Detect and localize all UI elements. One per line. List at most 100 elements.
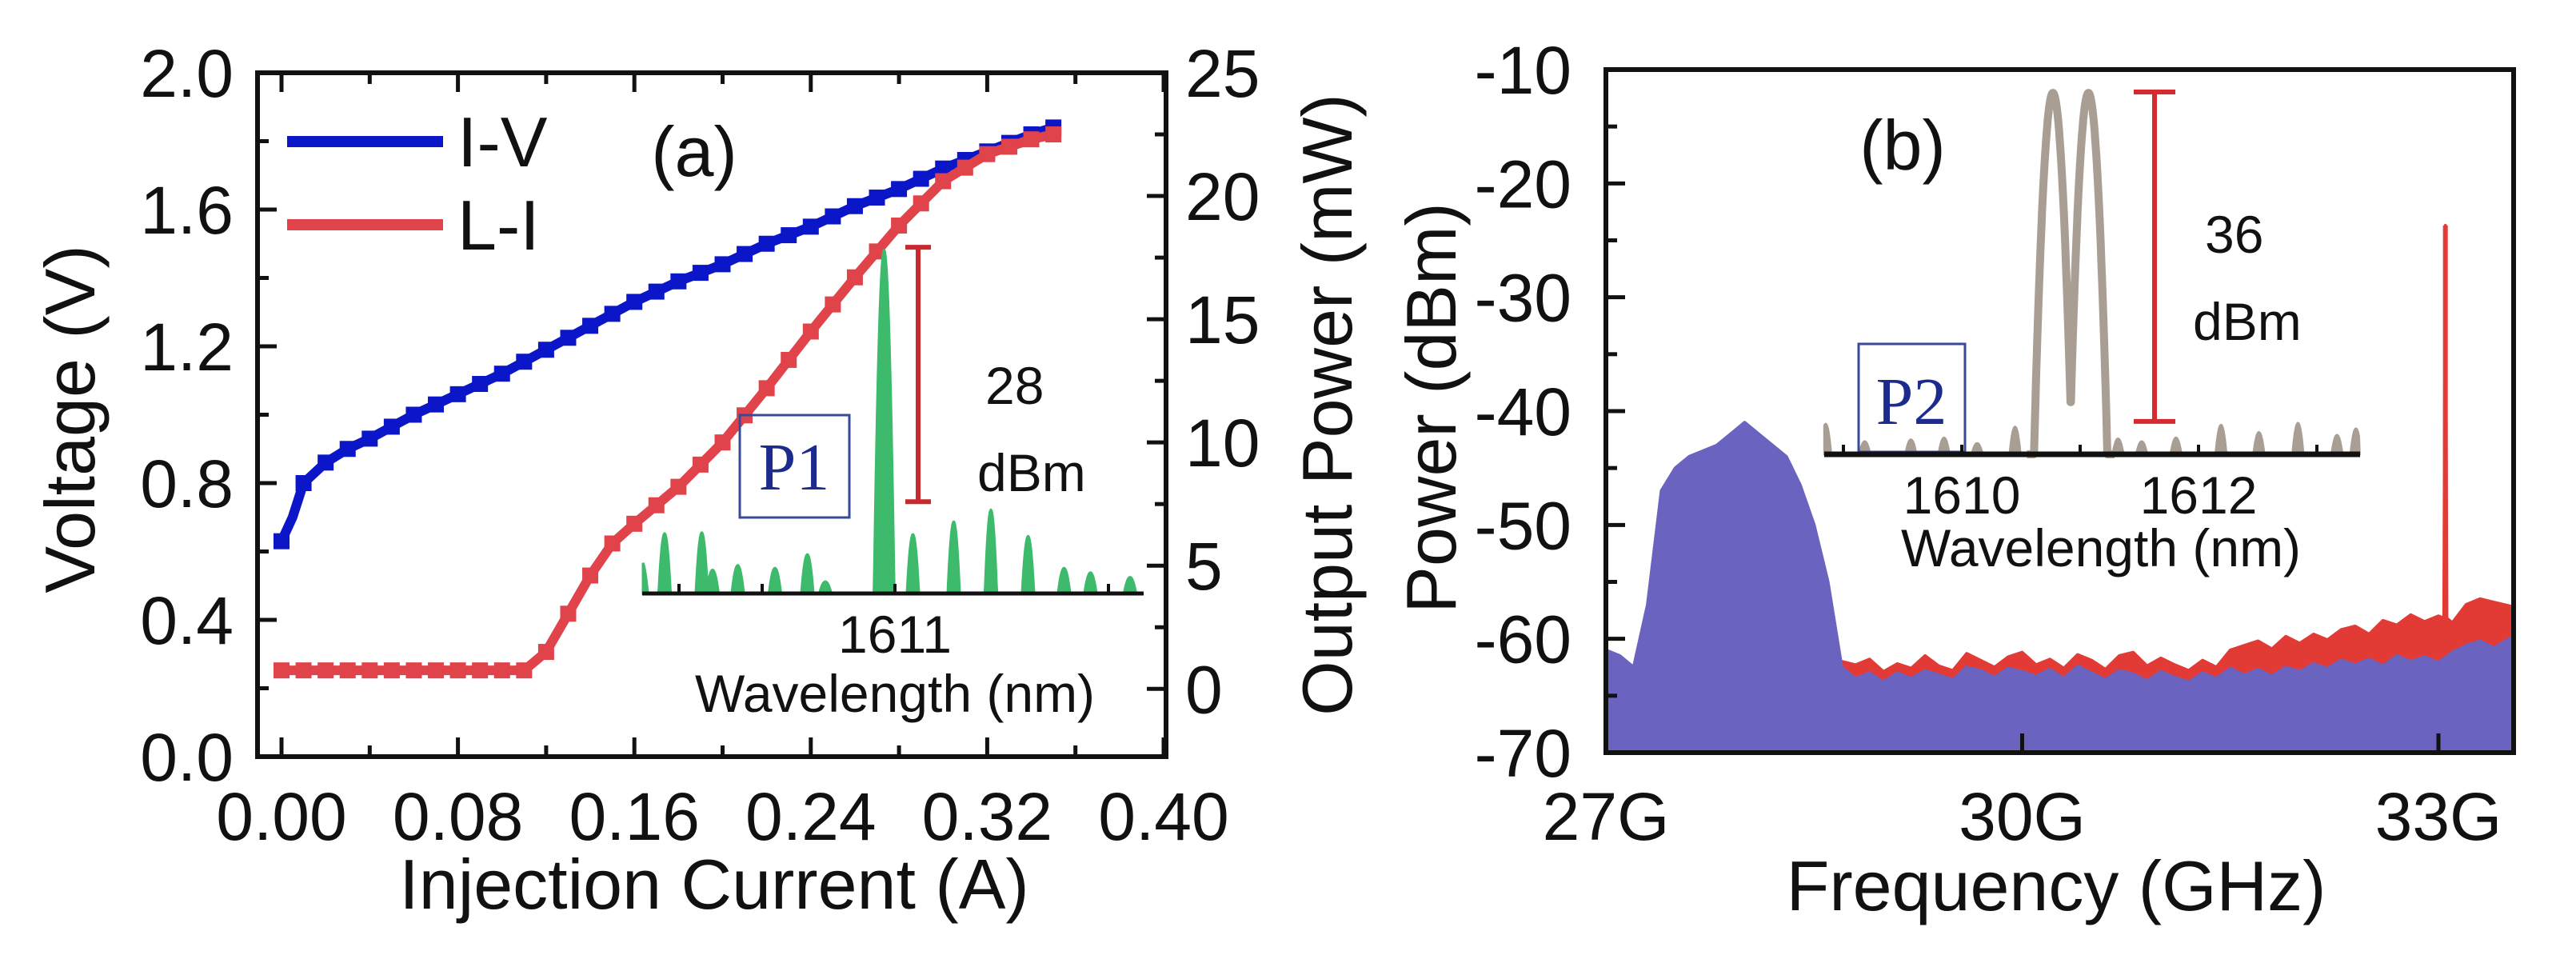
data-point-L-I bbox=[405, 662, 422, 679]
inset-a-errorbar-value: 28 bbox=[985, 356, 1044, 415]
data-point-I-V bbox=[428, 396, 445, 413]
data-point-I-V bbox=[781, 227, 797, 244]
data-point-I-V bbox=[339, 441, 356, 458]
data-point-L-I bbox=[295, 662, 312, 679]
data-point-I-V bbox=[560, 330, 577, 346]
data-point-I-V bbox=[692, 265, 709, 282]
y-tick-label: 0.0 bbox=[140, 720, 234, 795]
inset-a-label-box bbox=[738, 414, 851, 519]
data-point-L-I bbox=[537, 644, 554, 661]
data-point-L-I bbox=[913, 195, 929, 212]
legend-label-iv: I-V bbox=[457, 102, 548, 182]
series-area-blue bbox=[1604, 421, 2515, 754]
x-tick-label: 0.32 bbox=[922, 779, 1053, 854]
data-point-L-I bbox=[582, 567, 599, 584]
data-point-I-V bbox=[604, 306, 621, 322]
data-point-L-I bbox=[781, 351, 797, 368]
y2-tick-label: 20 bbox=[1185, 159, 1260, 234]
y2-tick-label: 15 bbox=[1185, 282, 1260, 358]
data-point-L-I bbox=[493, 662, 510, 679]
panel-b-label: (b) bbox=[1859, 106, 1946, 185]
data-point-L-I bbox=[846, 269, 863, 286]
data-point-I-V bbox=[318, 454, 334, 471]
x-tick-label: 27G bbox=[1543, 779, 1670, 854]
y-tick-label: 2.0 bbox=[140, 36, 234, 111]
y-tick-label: -70 bbox=[1475, 716, 1572, 791]
data-point-L-I bbox=[472, 662, 489, 679]
data-point-L-I bbox=[670, 478, 687, 495]
data-point-I-V bbox=[802, 218, 819, 235]
data-point-L-I bbox=[758, 380, 775, 397]
data-point-L-I bbox=[361, 662, 378, 679]
y2-tick-label: 5 bbox=[1185, 529, 1223, 604]
inset-b-errorbar-unit: dBm bbox=[2193, 292, 2302, 351]
data-point-I-V bbox=[493, 366, 510, 382]
data-point-L-I bbox=[825, 296, 841, 313]
x-tick-label: 33G bbox=[2375, 779, 2502, 854]
legend: I-V L-I bbox=[287, 102, 548, 265]
data-point-L-I bbox=[979, 146, 996, 162]
inset-a-spectrum bbox=[641, 249, 1144, 595]
data-point-I-V bbox=[913, 170, 929, 187]
data-point-L-I bbox=[339, 662, 356, 679]
data-point-L-I bbox=[604, 535, 621, 552]
data-point-I-V bbox=[582, 318, 599, 334]
inset-a-errorbar-unit: dBm bbox=[977, 443, 1086, 502]
data-point-L-I bbox=[274, 662, 290, 679]
data-point-I-V bbox=[825, 208, 841, 225]
x-tick-label: 0.24 bbox=[745, 779, 877, 854]
inset-a-label: P1 bbox=[759, 430, 830, 505]
data-point-L-I bbox=[383, 662, 400, 679]
panel-a-ylabel: Voltage (V) bbox=[30, 245, 110, 593]
data-point-L-I bbox=[714, 434, 731, 451]
y-tick-label: -20 bbox=[1475, 146, 1572, 222]
data-point-L-I bbox=[318, 662, 334, 679]
data-point-I-V bbox=[648, 283, 665, 300]
panel-b-ylabel: Power (dBm) bbox=[1392, 202, 1471, 613]
y-tick-label: -10 bbox=[1475, 33, 1572, 108]
x-tick-label: 0.08 bbox=[393, 779, 524, 854]
inset-b-xlabel: Wavelength (nm) bbox=[1901, 518, 2301, 577]
data-point-I-V bbox=[361, 430, 378, 447]
data-point-L-I bbox=[626, 515, 643, 532]
data-point-L-I bbox=[648, 497, 665, 513]
data-point-I-V bbox=[472, 376, 489, 393]
y-tick-label: 0.8 bbox=[140, 446, 234, 521]
data-point-L-I bbox=[692, 456, 709, 473]
inset-b-label: P2 bbox=[1876, 365, 1947, 439]
data-point-I-V bbox=[758, 235, 775, 252]
y2-tick-label: 25 bbox=[1185, 36, 1260, 111]
panel-a-marks bbox=[274, 119, 1062, 679]
panel-a-y2label: Output Power (mW) bbox=[1288, 94, 1367, 715]
data-point-I-V bbox=[516, 354, 533, 370]
inset-b-xtick-label-1612: 1612 bbox=[2140, 466, 2258, 525]
x-tick-label: 0.16 bbox=[569, 779, 700, 854]
data-point-L-I bbox=[869, 243, 885, 260]
x-tick-label: 0.40 bbox=[1098, 779, 1229, 854]
data-point-I-V bbox=[869, 190, 885, 206]
data-point-L-I bbox=[891, 218, 908, 234]
data-point-I-V bbox=[891, 181, 908, 198]
inset-a-xlabel: Wavelength (nm) bbox=[695, 664, 1095, 723]
data-point-I-V bbox=[846, 198, 863, 214]
data-point-L-I bbox=[516, 662, 533, 679]
data-point-I-V bbox=[737, 246, 753, 262]
panel-a-ticks: 0.00 0.08 0.16 0.24 0.32 0.40 0.0 0.4 0.8 1.2 1.6 2… bbox=[140, 36, 1260, 854]
data-point-L-I bbox=[1023, 131, 1040, 148]
data-point-L-I bbox=[802, 323, 819, 340]
y-tick-label: 1.2 bbox=[140, 310, 234, 385]
inset-b-xtick-label-1610: 1610 bbox=[1903, 466, 2021, 525]
data-point-I-V bbox=[449, 386, 466, 402]
data-point-I-V bbox=[383, 418, 400, 435]
data-point-L-I bbox=[935, 173, 952, 190]
data-point-L-I bbox=[957, 159, 973, 176]
data-point-I-V bbox=[714, 256, 731, 273]
y-tick-label: 1.6 bbox=[140, 173, 234, 248]
legend-label-li: L-I bbox=[457, 186, 540, 265]
y-tick-label: -50 bbox=[1475, 488, 1572, 563]
data-point-L-I bbox=[449, 662, 466, 679]
y-tick-label: -60 bbox=[1475, 602, 1572, 677]
